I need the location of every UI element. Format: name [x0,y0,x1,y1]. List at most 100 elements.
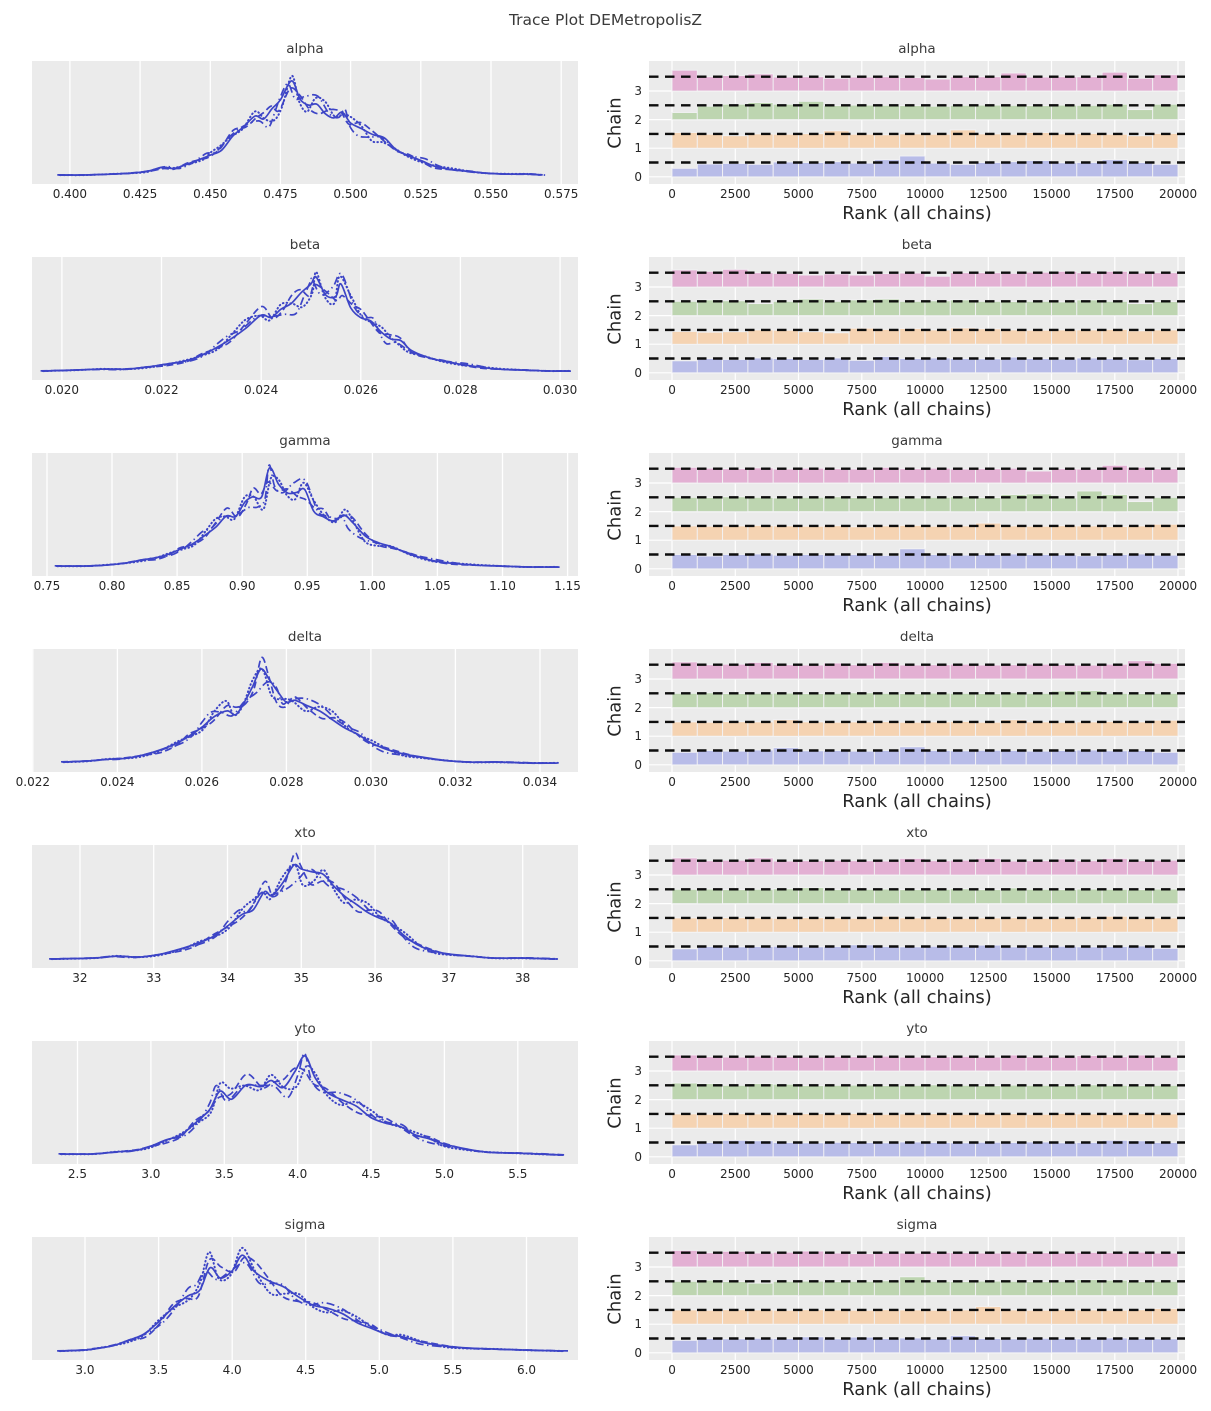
rank-bar [1152,917,1179,933]
tick-label: 10000 [905,1167,945,1181]
rank-bar [1025,358,1052,374]
tick-label: 34 [219,971,236,985]
tick-label: 10000 [905,383,945,397]
rank-body: Chain 0 1 2 3 [605,1041,1185,1164]
kde-curve-chain-1 [57,87,543,176]
rank-bar [696,888,724,905]
rank-plot [649,649,1185,772]
rank-bar [1000,1309,1027,1325]
kde-curve-chain-3 [60,1052,565,1156]
param-row: sigma 3.0 3.5 4.0 4.5 5.0 5.5 6.0 sigma Chain … [0,1212,1211,1408]
rank-y-axis-label: Chain [604,684,626,737]
rank-bar [1126,1281,1154,1297]
rank-bar [722,946,749,962]
rank-bar [1101,1309,1128,1325]
rank-bar [671,1113,698,1129]
kde-plot [32,845,578,968]
rank-bar [848,76,875,92]
tick-label: 1.00 [359,579,386,593]
rank-title: gamma [891,433,943,449]
rank-bar [1000,301,1027,317]
rank-bar [1025,1337,1052,1354]
rank-bar [1126,1309,1154,1325]
rank-bar [975,693,1002,709]
rank-bar [975,1280,1002,1297]
rank-bar [975,917,1002,933]
rank-bar [1076,888,1103,905]
rank-bar [975,749,1002,766]
rank-bar [747,888,774,905]
rank-bar [1025,105,1052,121]
rank-bar [696,750,724,766]
rank-bar [671,1144,698,1158]
rank-bar [1076,525,1103,541]
kde-curve-chain-3 [59,82,547,176]
rank-plot [649,453,1185,576]
rank-bar [949,1309,977,1325]
rank-bar [1152,947,1179,962]
rank-bar [1152,163,1179,178]
rank-bar [772,103,799,121]
tick-label: 0.024 [243,383,279,397]
rank-bar [798,750,825,766]
rank-bar [899,1252,926,1268]
rank-bar [873,273,901,288]
ytick-label: 1 [634,1317,642,1332]
rank-bar [798,554,825,570]
tick-label: 12500 [969,579,1008,593]
rank-bar [798,162,825,178]
kde-x-ticks: 0.020 0.022 0.024 0.026 0.028 0.030 [32,380,578,399]
rank-bar [1000,750,1027,766]
rank-bar [1051,301,1078,317]
rank-bar [1126,660,1154,680]
ytick-label: 3 [634,1260,642,1274]
rank-bars-chain-1 [671,327,1179,345]
kde-panel: delta 0.022 0.024 0.026 0.028 0.030 0.032 0.03… [0,628,605,820]
kde-curve-chain-1 [58,1066,561,1157]
param-row: beta 0.020 0.022 0.024 0.026 0.028 0.030 beta… [0,232,1211,428]
tick-label: 20000 [1158,971,1198,985]
kde-curve-chain-0 [50,863,556,960]
rank-bar [798,467,825,484]
rank-bar [1101,663,1128,680]
rank-bar [1152,301,1179,317]
rank-bars-chain-0 [671,548,1179,570]
tick-label: 0.030 [542,383,578,397]
rank-bar [823,889,850,905]
rank-bar [899,300,926,317]
rank-bar [671,112,698,121]
rank-bar [1152,1252,1179,1268]
rank-bar [949,76,977,92]
tick-label: 0.425 [122,187,158,201]
rank-bar [798,1309,825,1325]
rank-bar [823,721,850,737]
rank-bar [1000,1251,1027,1268]
rank-bar [1051,358,1078,374]
rank-svg-sigma [649,1237,1185,1360]
rank-bar [1051,468,1078,484]
rank-bar [696,917,724,933]
rank-bar [1025,750,1052,766]
rank-bar [949,720,977,737]
rank-bar [873,1113,901,1129]
rank-bar [772,692,799,709]
rank-bar [823,161,850,178]
kde-svg-beta [40,257,572,380]
rank-bar [899,1056,926,1072]
rank-bar [924,1280,951,1297]
rank-x-axis-label: Rank (all chains) [842,791,992,812]
rank-body: Chain 0 1 2 3 [605,845,1185,968]
rank-bar [1126,945,1154,962]
rank-bar [747,357,774,374]
rank-bar [873,525,901,541]
rank-bar [1051,1280,1078,1297]
rank-bar [899,946,926,962]
kde-curve-chain-0 [62,668,557,764]
rank-bar [873,1338,901,1354]
tick-label: 12500 [969,187,1008,201]
kde-plot [32,61,578,184]
rank-bar [1025,1084,1052,1101]
kde-curve-chain-3 [63,680,556,764]
rank-bar [798,1056,825,1072]
rank-bar [848,274,875,288]
